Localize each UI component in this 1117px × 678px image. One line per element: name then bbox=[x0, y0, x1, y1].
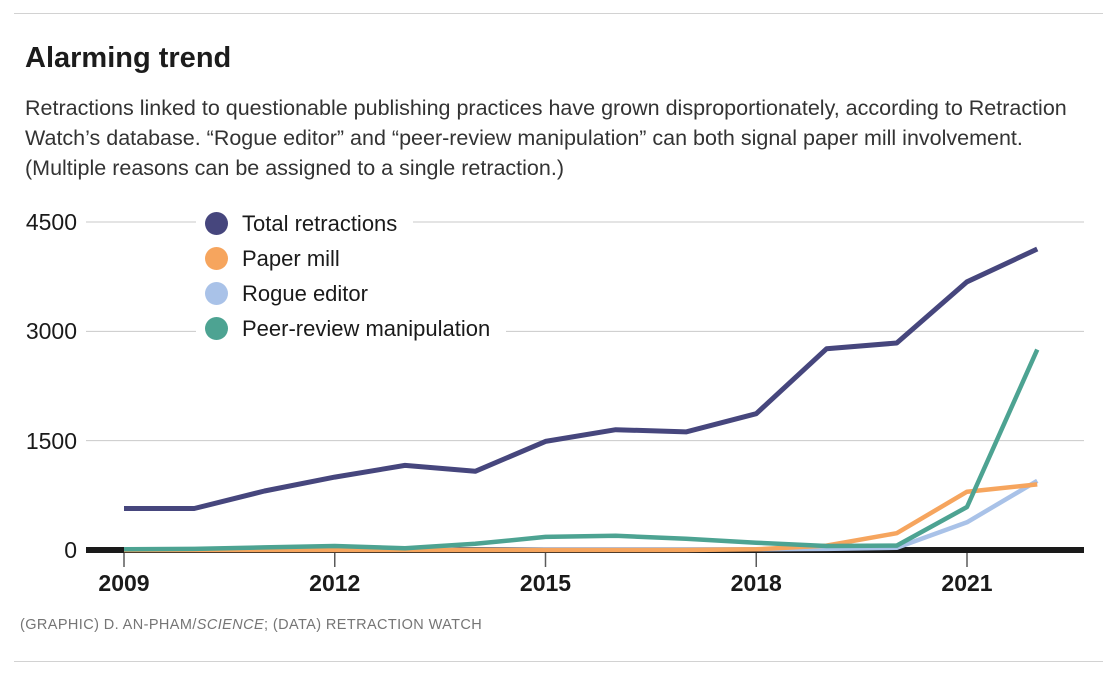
legend-item-peer-review-manipulation: Peer-review manipulation bbox=[196, 311, 507, 346]
x-tick-label-2009: 2009 bbox=[98, 570, 150, 596]
credit-publication: SCIENCE bbox=[196, 617, 265, 633]
credit-line: (GRAPHIC) D. AN-PHAM/SCIENCE; (DATA) RET… bbox=[20, 617, 482, 633]
line-total-retractions bbox=[124, 246, 1039, 511]
legend-label: Rogue editor bbox=[242, 280, 368, 306]
x-tick-label-2018: 2018 bbox=[730, 570, 782, 596]
top-divider bbox=[14, 13, 1103, 14]
legend-swatch-icon bbox=[205, 282, 228, 305]
legend-label: Paper mill bbox=[242, 245, 340, 271]
legend-swatch-icon bbox=[205, 317, 228, 340]
plot-area bbox=[86, 221, 1084, 567]
line-peer-review-manipulation bbox=[123, 348, 1040, 552]
y-tick-label-0: 0 bbox=[64, 537, 77, 563]
legend-item-total-retractions: Total retractions bbox=[196, 206, 414, 241]
legend-swatch-icon bbox=[205, 212, 228, 235]
x-tick-label-2015: 2015 bbox=[519, 570, 572, 596]
legend-label: Peer-review manipulation bbox=[242, 315, 491, 341]
y-tick-label-1500: 1500 bbox=[25, 427, 77, 454]
legend-item-paper-mill: Paper mill bbox=[196, 241, 356, 276]
chart-subtitle: Retractions linked to questionable publi… bbox=[25, 96, 1067, 180]
line-paper-mill bbox=[124, 482, 1038, 553]
chart-title: Alarming trend bbox=[25, 42, 232, 74]
y-tick-label-4500: 4500 bbox=[25, 209, 77, 235]
legend: Total retractions Paper mill Rogue editor P… bbox=[196, 206, 507, 346]
credit-prefix: (GRAPHIC) D. AN-PHAM/ bbox=[20, 617, 197, 633]
credit-suffix: ; (DATA) RETRACTION WATCH bbox=[264, 617, 483, 633]
x-tick-label-2012: 2012 bbox=[309, 570, 361, 596]
legend-label: Total retractions bbox=[242, 210, 398, 236]
y-tick-label-3000: 3000 bbox=[25, 318, 77, 345]
legend-item-rogue-editor: Rogue editor bbox=[196, 276, 384, 311]
bottom-divider bbox=[14, 661, 1103, 662]
legend-swatch-icon bbox=[205, 247, 228, 270]
x-tick-label-2021: 2021 bbox=[941, 570, 993, 596]
